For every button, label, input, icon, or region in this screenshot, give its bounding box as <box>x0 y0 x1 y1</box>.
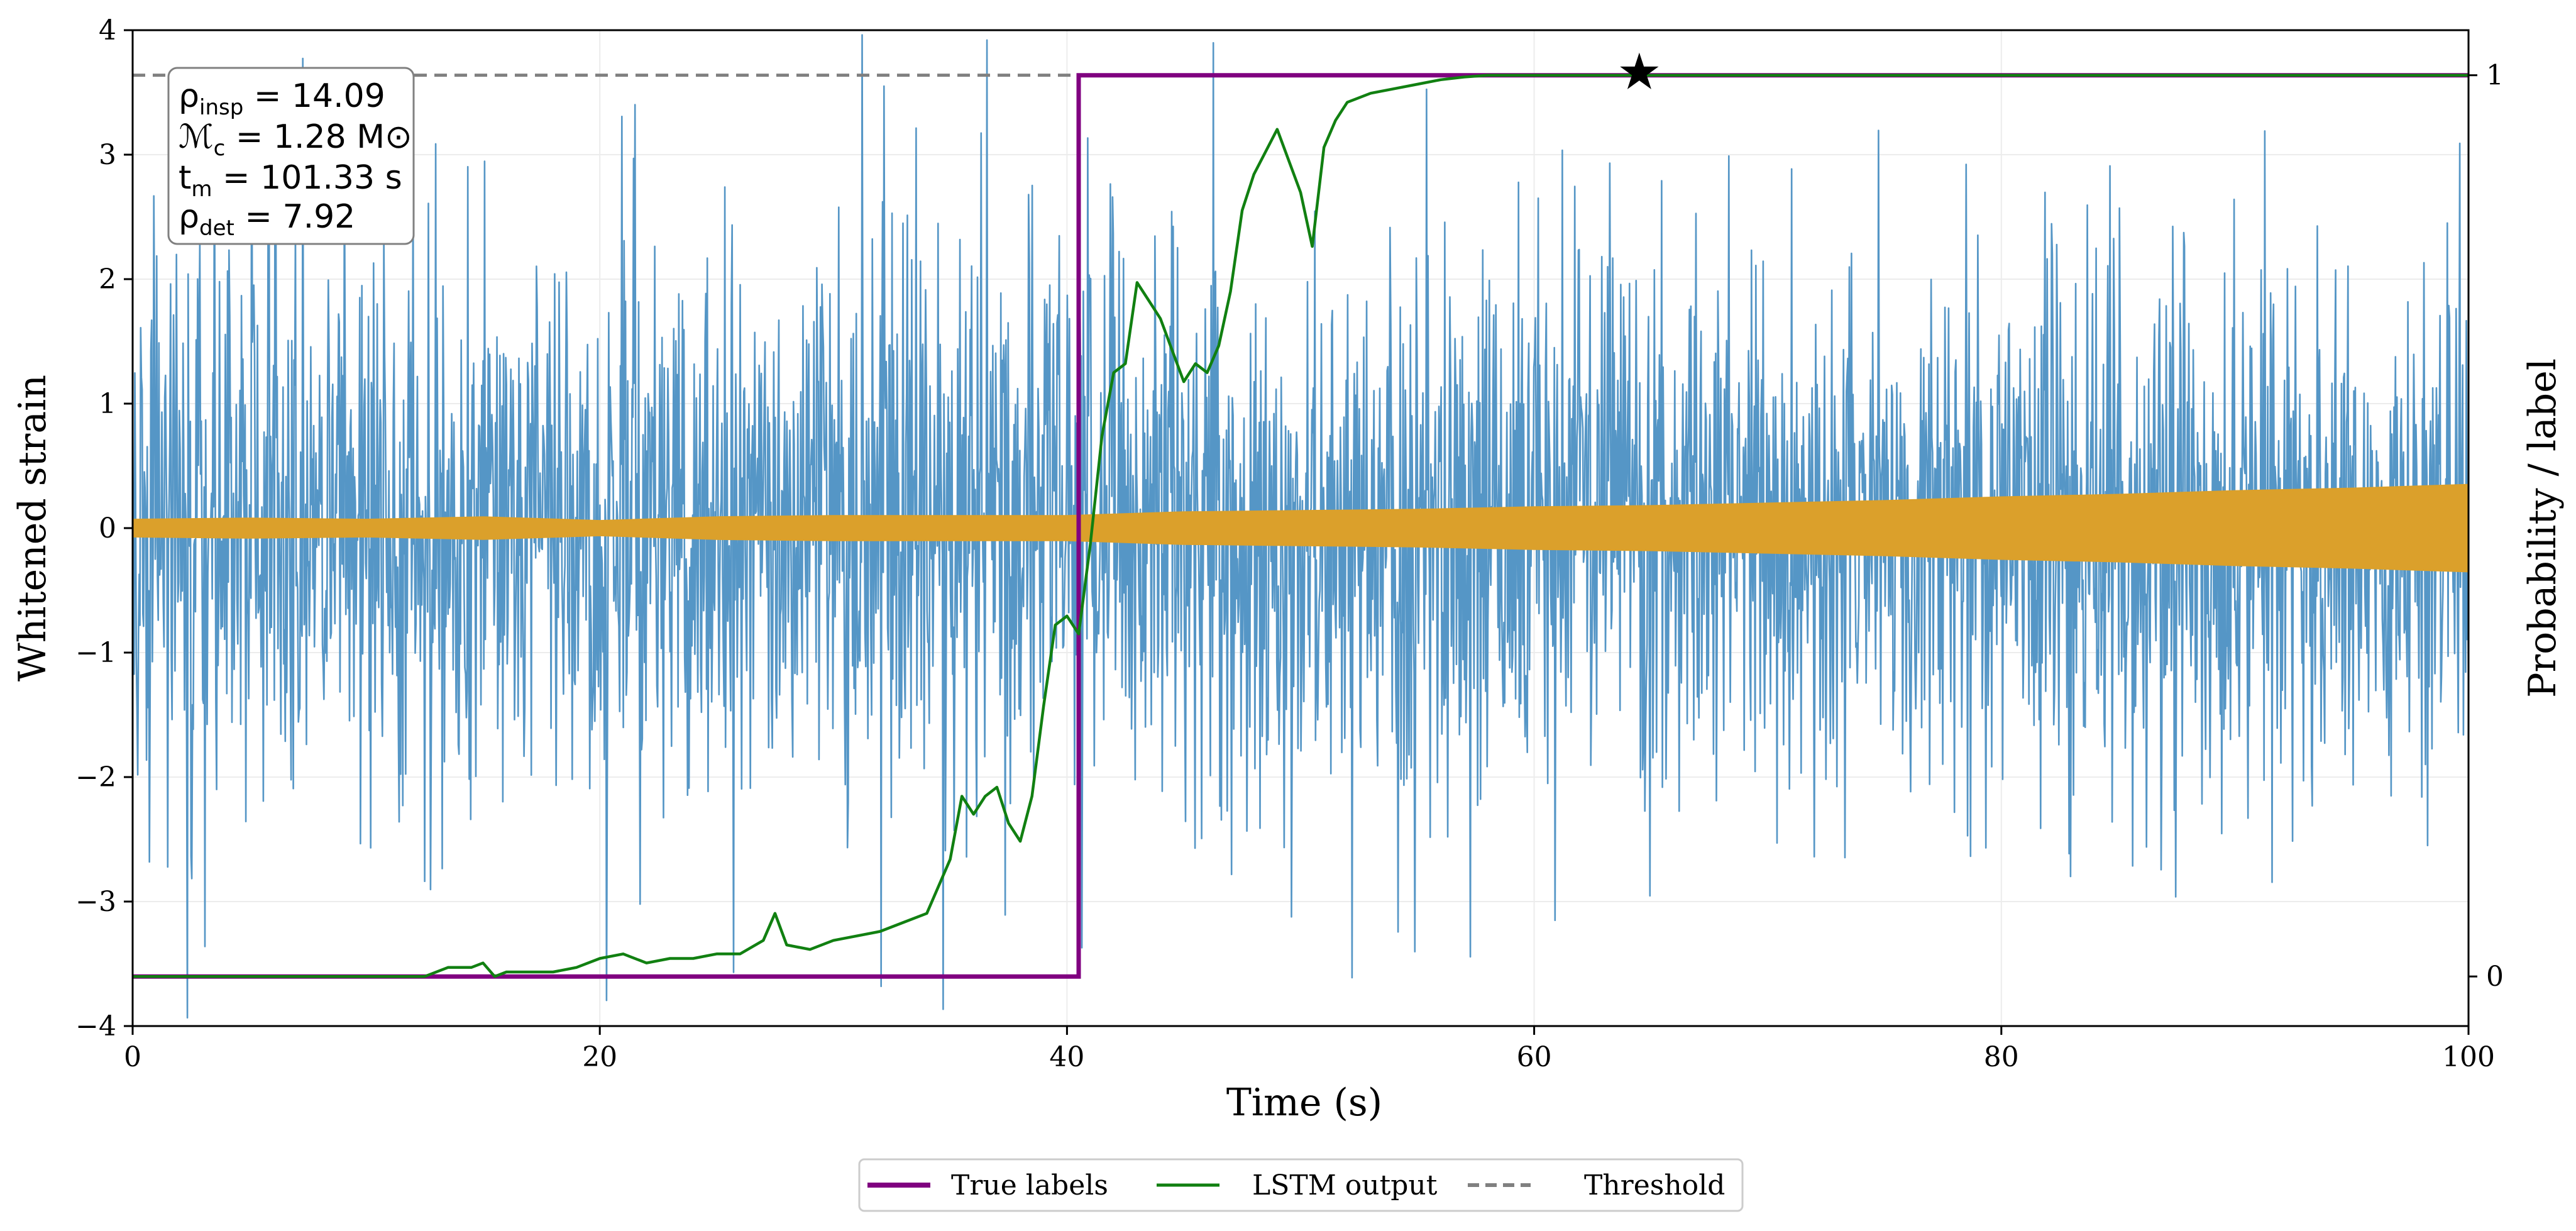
legend-label-lstm-output: LSTM output <box>1252 1169 1438 1201</box>
x-axis-label: Time (s) <box>1226 1081 1382 1125</box>
y-tick-label-8: 4 <box>99 14 116 47</box>
parameter-annotation: ρinsp = 14.09 ℳc = 1.28 M⊙ tm = 101.33 s… <box>167 67 415 245</box>
y-tick-label-2: −2 <box>75 761 116 793</box>
y-axis-label: Whitened strain <box>11 375 55 682</box>
y-tick-label-1: −3 <box>75 886 116 918</box>
annotation-line-rho-insp: ρinsp = 14.09 <box>179 77 385 120</box>
legend-label-threshold: Threshold <box>1584 1169 1725 1201</box>
detection-star: ★ <box>1617 43 1662 101</box>
x-tick-label-1: 20 <box>582 1041 617 1073</box>
annotation-line-rho-det: ρdet = 7.92 <box>179 198 355 241</box>
y-tick-label-7: 3 <box>99 139 116 171</box>
y-tick-label-0: −4 <box>75 1010 116 1042</box>
x-tick-label-3: 60 <box>1517 1041 1552 1073</box>
y-tick-label-6: 2 <box>99 263 116 295</box>
legend-label-true-labels: True labels <box>951 1169 1108 1201</box>
whitened-strain-series <box>131 34 2470 1018</box>
y2-axis-label: Probability / label <box>2521 358 2565 698</box>
strain-trace <box>131 34 2470 1018</box>
annotation-line-merger-time: tm = 101.33 s <box>179 159 402 202</box>
y-tick-label-5: 1 <box>99 388 116 420</box>
y2-tick-label-0: 0 <box>2486 961 2504 993</box>
annotation-line-chirp-mass: ℳc = 1.28 M⊙ <box>179 118 412 161</box>
y-tick-label-3: −1 <box>75 637 116 669</box>
y2-tick-label-1: 1 <box>2486 60 2504 92</box>
x-tick-label-5: 100 <box>2442 1041 2495 1073</box>
x-tick-label-2: 40 <box>1049 1041 1084 1073</box>
legend: True labels LSTM output Threshold <box>858 1158 1744 1212</box>
lstm-output-line <box>133 74 2469 978</box>
probability-layer: ★ <box>133 43 2469 979</box>
x-tick-label-0: 0 <box>124 1041 141 1073</box>
x-tick-label-4: 80 <box>1984 1041 2019 1073</box>
y-tick-label-4: 0 <box>99 512 116 544</box>
